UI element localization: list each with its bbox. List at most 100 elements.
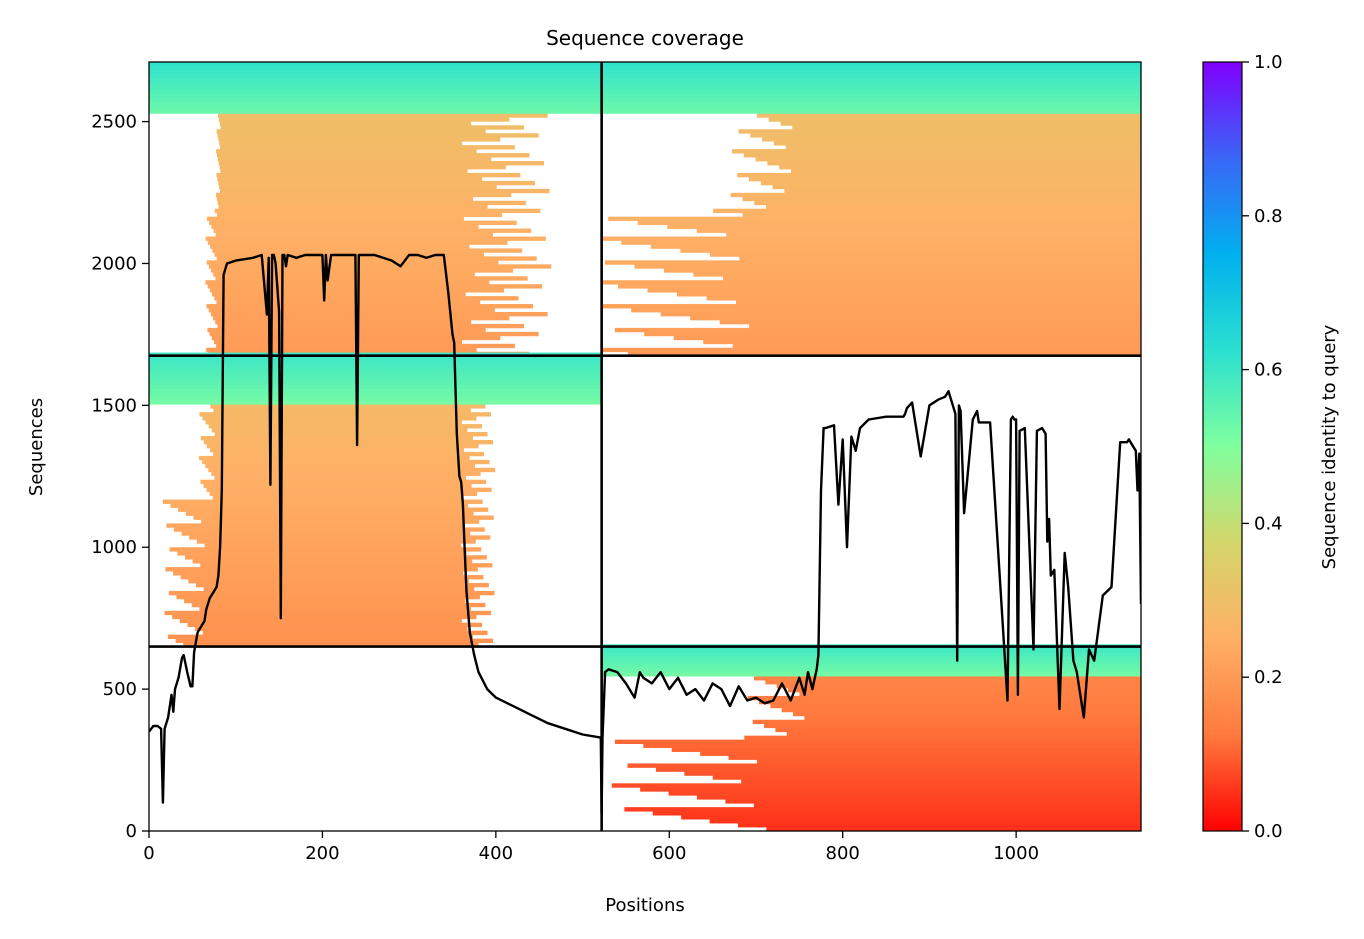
alignment-row <box>732 343 1141 349</box>
alignment-row <box>601 62 1141 67</box>
alignment-row <box>773 141 1141 146</box>
colorbar-tick-label: 0.2 <box>1254 667 1283 688</box>
alignment-row <box>214 432 488 437</box>
alignment-row <box>211 471 481 477</box>
alignment-row <box>608 216 1141 222</box>
alignment-row <box>205 236 546 241</box>
alignment-row <box>189 535 491 540</box>
alignment-row <box>759 699 1141 705</box>
x-axis-ticks: 0 200 400 600 800 1000 <box>143 831 1039 864</box>
alignment-row <box>149 384 602 389</box>
alignment-row <box>799 691 1141 697</box>
alignment-row <box>753 803 1141 808</box>
alignment-row <box>219 141 463 146</box>
alignment-row <box>188 579 469 584</box>
alignment-row <box>180 575 484 580</box>
alignment-row <box>219 121 472 126</box>
alignment-row <box>205 463 476 469</box>
alignment-row <box>183 642 479 647</box>
alignment-row <box>743 153 1141 158</box>
alignment-row <box>601 81 1141 86</box>
alignment-row <box>149 364 602 369</box>
alignment-row <box>220 145 515 150</box>
alignment-row <box>207 284 543 289</box>
alignment-row <box>216 300 481 305</box>
alignment-row <box>760 180 1141 186</box>
alignment-row <box>215 232 494 237</box>
alignment-row <box>202 459 490 465</box>
alignment-row <box>671 747 1141 752</box>
alignment-row <box>618 284 1141 289</box>
alignment-row <box>213 272 475 277</box>
alignment-row <box>601 347 1141 353</box>
alignment-row <box>693 272 1141 277</box>
alignment-row <box>601 664 1141 669</box>
alignment-row <box>195 582 489 588</box>
x-tick-label: 400 <box>479 843 513 864</box>
alignment-row <box>601 648 1141 653</box>
alignment-row <box>149 388 602 393</box>
alignment-row <box>730 192 1141 198</box>
alignment-row <box>201 519 480 524</box>
colorbar-tick-label: 0.4 <box>1254 513 1283 534</box>
alignment-row <box>149 65 602 71</box>
alignment-row <box>601 69 1141 75</box>
alignment-row <box>217 200 526 206</box>
alignment-row <box>215 319 472 325</box>
alignment-row <box>209 331 539 337</box>
alignment-row <box>621 240 1141 245</box>
x-tick-label: 800 <box>826 843 860 864</box>
alignment-row <box>756 759 1141 764</box>
alignment-row <box>149 89 602 94</box>
alignment-row <box>169 547 482 552</box>
alignment-row <box>766 827 1141 831</box>
alignment-row <box>650 244 1141 249</box>
alignment-row <box>706 296 1141 301</box>
alignment-row <box>749 323 1141 329</box>
colorbar-label: Sequence identity to query <box>1319 324 1340 569</box>
y-tick-label: 0 <box>126 821 137 842</box>
alignment-row <box>725 799 1141 804</box>
x-tick-label: 200 <box>305 843 339 864</box>
alignment-row <box>673 335 1141 341</box>
alignment-row <box>191 602 486 608</box>
alignment-row <box>755 157 1141 162</box>
alignment-row <box>199 412 491 417</box>
alignment-row <box>211 268 514 273</box>
alignment-row <box>742 212 1141 218</box>
alignment-row <box>149 105 602 110</box>
alignment-row <box>709 252 1141 257</box>
alignment-row <box>209 220 517 225</box>
x-tick-label: 0 <box>143 843 154 864</box>
alignment-row <box>663 268 1141 273</box>
alignment-row <box>216 192 512 198</box>
alignment-row <box>173 571 464 576</box>
alignment-row <box>149 69 602 75</box>
alignment-row <box>162 499 483 504</box>
alignment-row <box>640 787 1141 792</box>
alignment-row <box>149 376 602 381</box>
colorbar-ticks: 0.0 0.2 0.4 0.6 0.8 1.0 <box>1242 52 1283 842</box>
alignment-block <box>149 352 602 647</box>
alignment-row <box>149 97 602 102</box>
chart-title: Sequence coverage <box>546 26 744 50</box>
alignment-row <box>181 531 471 536</box>
alignment-row <box>206 347 477 353</box>
alignment-row <box>149 109 602 114</box>
alignment-row <box>601 89 1141 94</box>
alignment-row <box>601 85 1141 90</box>
alignment-row <box>213 228 532 233</box>
alignment-row <box>184 598 466 604</box>
alignment-row <box>766 204 1141 210</box>
alignment-row <box>149 396 602 401</box>
alignment-row <box>601 109 1141 114</box>
x-axis-label: Positions <box>605 895 684 916</box>
alignment-row <box>219 184 497 190</box>
alignment-row <box>614 327 1141 333</box>
alignment-block <box>601 62 1141 357</box>
alignment-row <box>752 719 1141 725</box>
alignment-row <box>601 105 1141 110</box>
alignment-row <box>652 811 1141 816</box>
alignment-row <box>614 739 1141 745</box>
alignment-row <box>177 551 467 556</box>
